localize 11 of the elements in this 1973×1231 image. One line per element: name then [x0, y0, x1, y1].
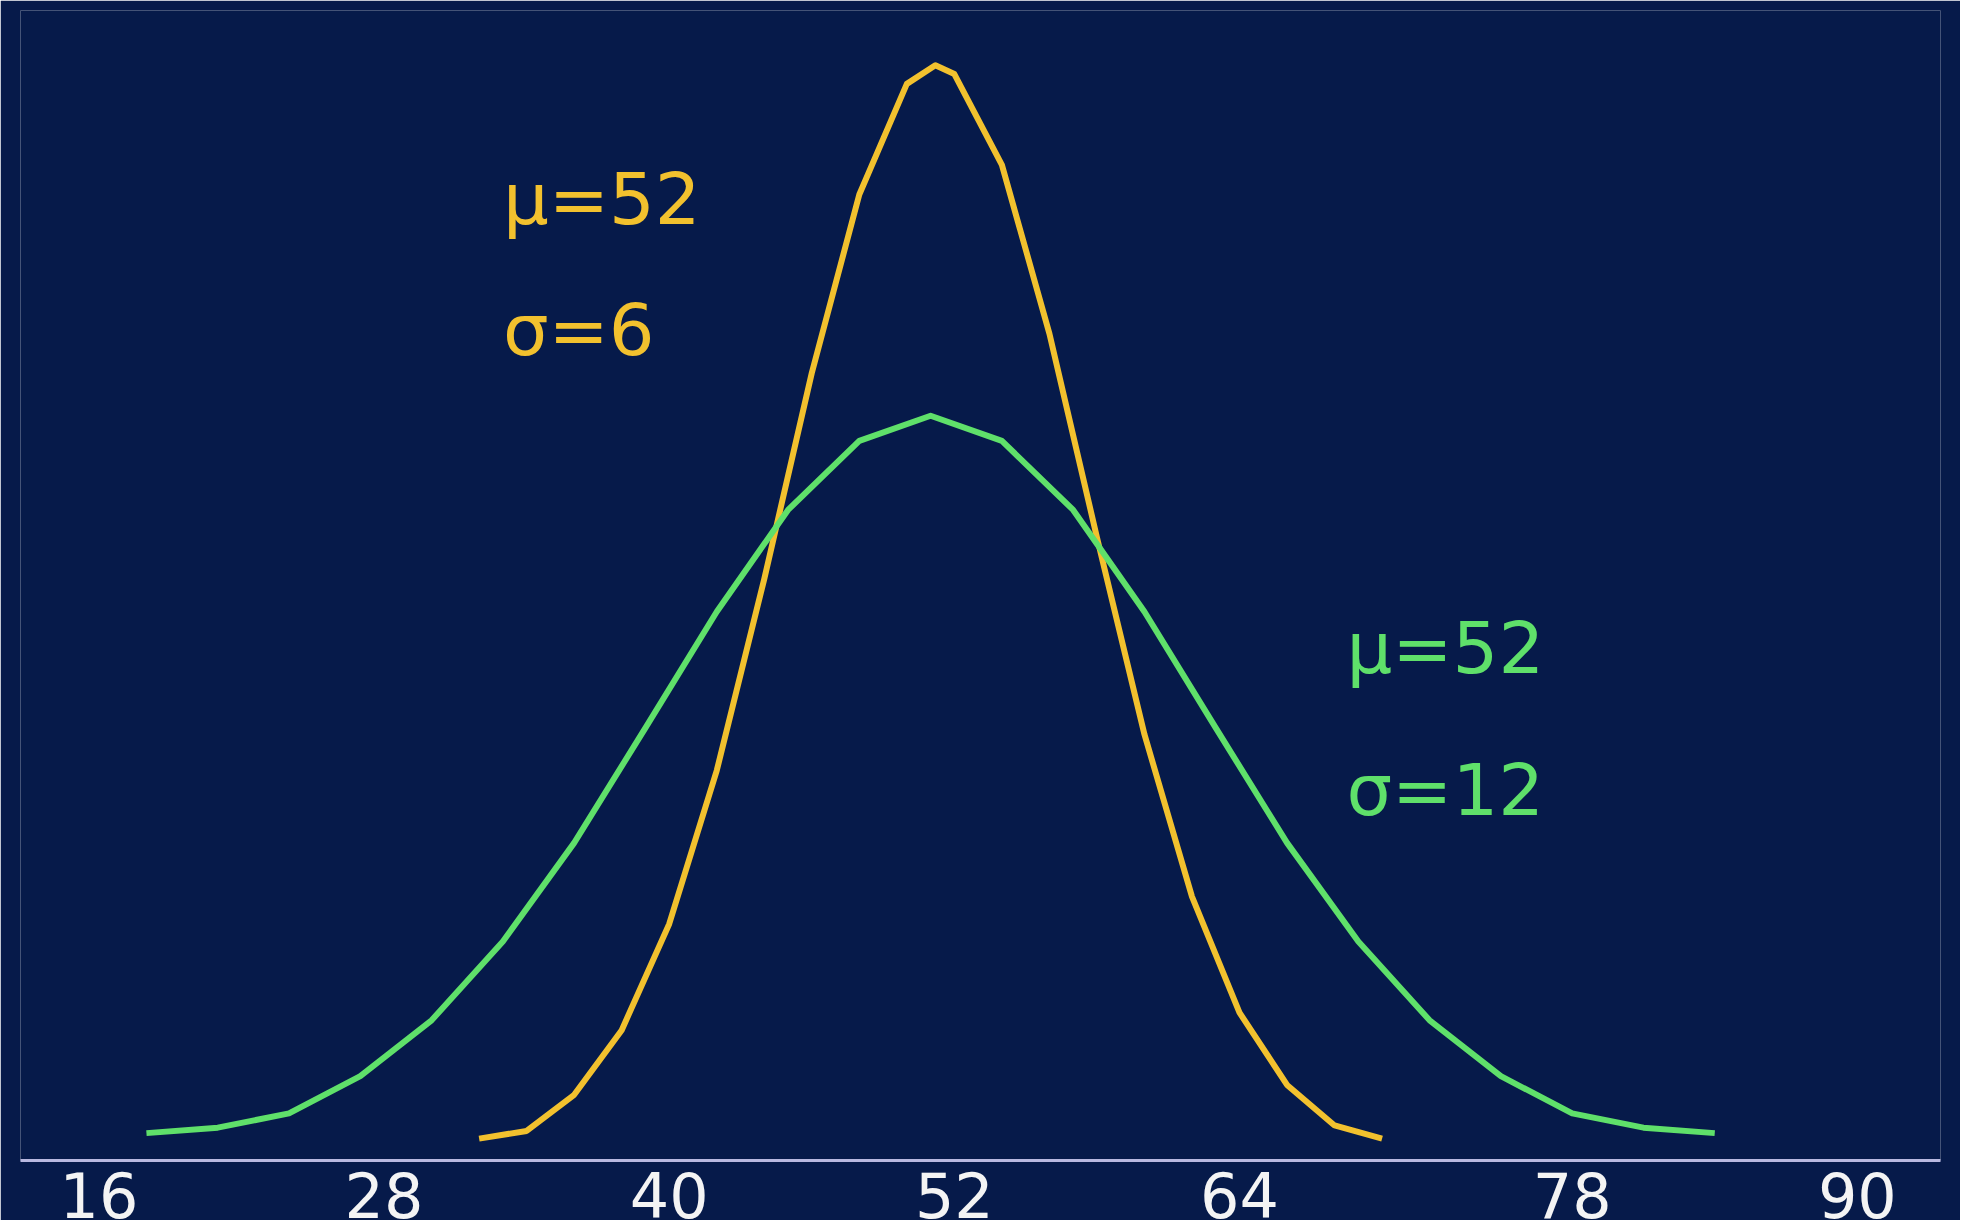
- x-tick-label: 78: [1532, 1159, 1612, 1231]
- x-tick-label: 64: [1200, 1159, 1279, 1231]
- annotation: μ=52: [502, 156, 701, 241]
- x-tick-label: 52: [914, 1159, 994, 1231]
- annotation: σ=6: [502, 287, 655, 372]
- annotation: μ=52: [1346, 605, 1545, 690]
- annotation: σ=12: [1346, 747, 1545, 832]
- x-tick-label: 40: [629, 1159, 709, 1231]
- x-tick-label: 16: [59, 1159, 139, 1231]
- x-tick-label: 28: [344, 1159, 424, 1231]
- x-tick-label: 90: [1817, 1159, 1897, 1231]
